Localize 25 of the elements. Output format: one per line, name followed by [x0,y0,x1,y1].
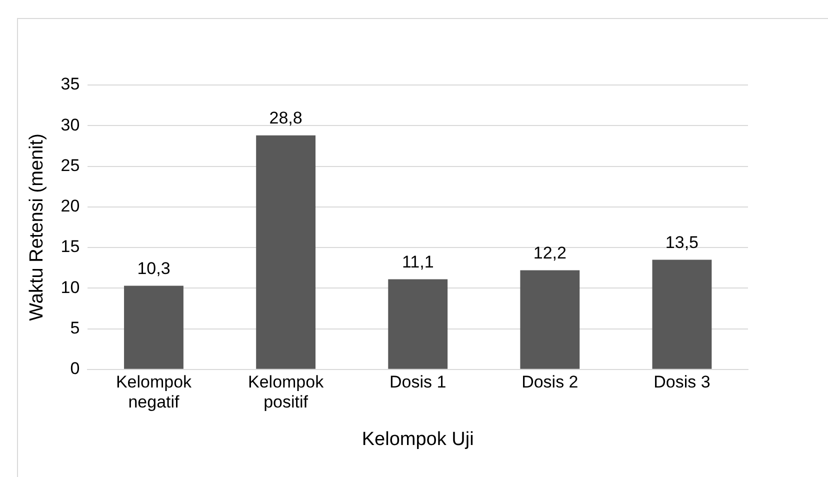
x-tick-label: Dosis 1 [390,372,446,392]
data-label: 11,1 [402,252,434,272]
x-tick-label: Kelompok negatif [116,372,192,412]
y-tick-label: 30 [60,115,80,134]
y-tick-label: 20 [60,196,80,216]
x-axis-title: Kelompok Uji [362,428,474,450]
data-label: 28,8 [269,108,302,128]
data-label: 13,5 [665,232,699,252]
y-tick-label: 15 [60,237,80,256]
y-tick-label: 5 [70,318,80,338]
y-axis-title: Waktu Retensi (menit) [26,134,48,321]
data-label: 12,2 [533,243,566,262]
bar [124,286,184,369]
bar [652,260,712,369]
bar [256,135,316,369]
x-tick-label: Dosis 2 [522,372,578,392]
y-tick-label: 0 [70,359,80,378]
bar [520,270,580,369]
y-tick-label: 25 [60,156,80,175]
y-tick-label: 35 [60,74,80,94]
data-label: 10,3 [137,258,170,278]
x-tick-label: Kelompok positif [248,372,324,412]
y-tick-label: 10 [60,278,80,297]
bar [388,279,448,369]
x-tick-label: Dosis 3 [654,372,710,392]
